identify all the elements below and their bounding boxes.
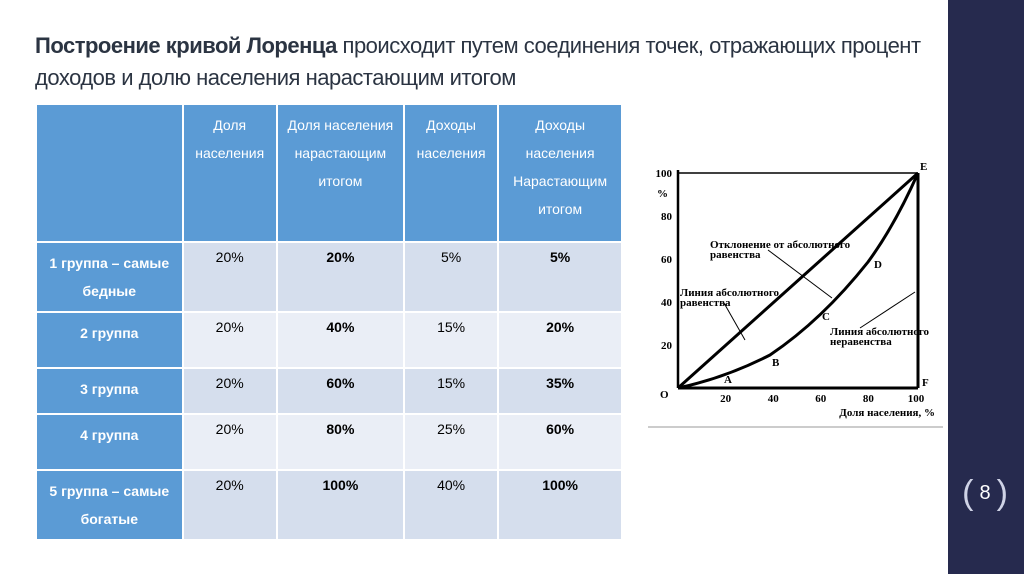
y-tick-label: 40 <box>661 297 673 309</box>
lorenz-curve <box>677 172 920 390</box>
group-cell: 5 группа – самые богатые <box>35 469 184 541</box>
lorenz-figure: 20 40 60 80 100 20 40 60 80 100% Доля населения, %… <box>648 134 943 428</box>
cell: 60% <box>275 367 405 415</box>
cell: 100% <box>497 469 623 541</box>
data-table: Доля населения Доля населения нарастающим… <box>35 103 623 541</box>
annotation: Отклонение от абсолютного равенства <box>710 239 851 261</box>
header-cell: Доля населения <box>181 103 278 243</box>
annotation-line: равенства <box>680 297 731 309</box>
y-tick-label: 80 <box>661 211 673 223</box>
cell: 20% <box>275 241 405 313</box>
table-row: 5 группа – самые богатые 20% 100% 40% 100% <box>35 469 623 541</box>
page-number: 8 <box>979 481 991 504</box>
point-label: C <box>822 311 830 323</box>
point-label: B <box>772 357 780 369</box>
group-cell: 1 группа – самые бедные <box>35 241 184 313</box>
header-cell: Доходы населения Нарастающим итогом <box>497 103 623 243</box>
cell: 20% <box>497 311 623 369</box>
cell: 25% <box>402 413 500 471</box>
annotation: Линия абсолютного неравенства <box>830 326 930 348</box>
group-cell: 3 группа <box>35 367 184 415</box>
group-cell: 4 группа <box>35 413 184 471</box>
x-tick-label: 40 <box>768 393 780 405</box>
title-bold: Построение кривой Лоренца <box>35 33 337 58</box>
cell: 20% <box>181 413 278 471</box>
figure-bg <box>648 134 943 427</box>
cell: 80% <box>275 413 405 471</box>
group-cell: 2 группа <box>35 311 184 369</box>
x-tick-label: 60 <box>815 393 827 405</box>
annotation-line: неравенства <box>830 336 892 348</box>
y-tick-label: 100 <box>656 168 673 180</box>
y-tick-label: 20 <box>661 340 673 352</box>
table-row: 4 группа 20% 80% 25% 60% <box>35 413 623 471</box>
annotation-line: равенства <box>710 249 761 261</box>
cell: 100% <box>275 469 405 541</box>
cell: 5% <box>497 241 623 313</box>
cell: 20% <box>181 241 278 313</box>
point-label: O <box>660 389 669 401</box>
annotation-line: Линия абсолютного <box>680 287 780 299</box>
y-unit: % <box>657 188 668 200</box>
x-tick-label: 100 <box>908 393 925 405</box>
title: Построение кривой Лоренца происходит пут… <box>35 30 935 94</box>
title-rest: происходит путем соединения точек, отраж… <box>35 33 921 90</box>
cell: 35% <box>497 367 623 415</box>
cell: 20% <box>181 311 278 369</box>
x-tick-label: 20 <box>720 393 732 405</box>
x-label: Доля населения, % <box>839 407 935 419</box>
cell: 20% <box>181 367 278 415</box>
cell: 20% <box>181 469 278 541</box>
annotation-line: Линия абсолютного <box>830 326 930 338</box>
x-tick-label: 80 <box>863 393 875 405</box>
y-tick-label: 60 <box>661 254 673 266</box>
cell: 40% <box>275 311 405 369</box>
point-label: E <box>920 161 927 173</box>
annotation-line: Отклонение от абсолютного <box>710 239 851 251</box>
cell: 60% <box>497 413 623 471</box>
corner-cell <box>35 103 184 243</box>
point-label: A <box>724 374 732 386</box>
cell: 15% <box>402 367 500 415</box>
table-row: 3 группа 20% 60% 15% 35% <box>35 367 623 415</box>
page-number-box: (8) <box>962 473 1008 512</box>
arrow <box>767 249 833 299</box>
annotation: Линия абсолютного равенства <box>680 287 780 309</box>
arrow <box>723 302 746 341</box>
cell: 40% <box>402 469 500 541</box>
table-row: 2 группа 20% 40% 15% 20% <box>35 311 623 369</box>
point-label: F <box>922 377 929 389</box>
arrow <box>859 291 916 329</box>
header-cell: Доля населения нарастающим итогом <box>275 103 405 243</box>
point-label: D <box>874 259 882 271</box>
equality-line <box>676 171 920 390</box>
side-strip <box>948 0 1024 574</box>
cell: 15% <box>402 311 500 369</box>
table-row: 1 группа – самые бедные 20% 20% 5% 5% <box>35 241 623 313</box>
cell: 5% <box>402 241 500 313</box>
header-cell: Доходы населения <box>402 103 500 243</box>
header-row: Доля населения Доля населения нарастающим… <box>35 103 623 243</box>
